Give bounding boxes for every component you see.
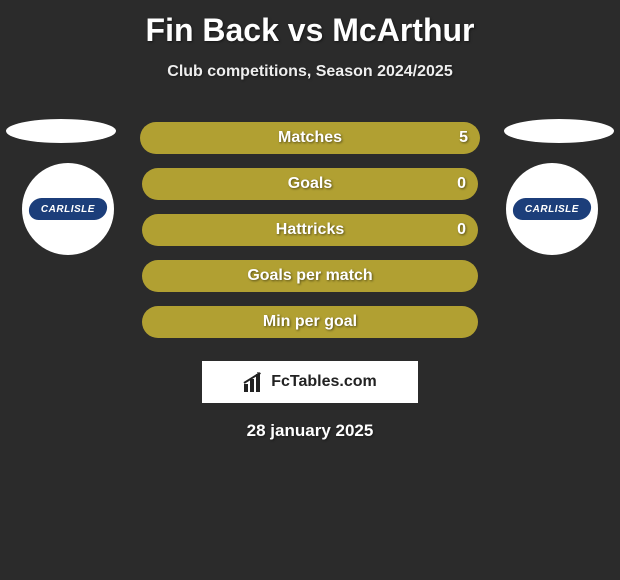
left-side: CARLISLE [0,207,140,253]
club-lozenge-left: CARLISLE [27,198,108,220]
stat-label: Matches [278,129,342,147]
page-title: Fin Back vs McArthur [0,0,620,49]
left-side [0,115,140,161]
page-subtitle: Club competitions, Season 2024/2025 [0,63,620,81]
club-lozenge-right: CARLISLE [511,198,592,220]
brand-text: FcTables.com [271,373,377,391]
stat-row: Matches 5 [0,115,620,161]
stat-bar-hattricks: Hattricks 0 [142,214,478,246]
player-oval-right [504,119,614,143]
stat-row: Min per goal [0,299,620,345]
brand-box: FcTables.com [202,361,418,403]
player-oval-left [6,119,116,143]
brand-bars-icon [243,372,265,392]
stat-label: Goals per match [247,267,372,285]
stat-row: Goals per match [0,253,620,299]
stat-label: Goals [288,175,332,193]
right-side [480,115,620,161]
right-side [480,253,620,299]
stats-chart: Matches 5 Goals 0 CARLISLE [0,115,620,345]
stat-bar-mpg: Min per goal [142,306,478,338]
stat-bar-gpm: Goals per match [142,260,478,292]
stat-value: 0 [457,175,466,193]
date-text: 28 january 2025 [0,421,620,441]
stat-row: CARLISLE Hattricks 0 CARLISLE [0,207,620,253]
club-badge-left: CARLISLE [22,163,114,255]
stat-label: Min per goal [263,313,357,331]
stat-label: Hattricks [276,221,344,239]
stat-value: 0 [457,221,466,239]
club-name-right: CARLISLE [525,204,579,215]
left-side [0,299,140,345]
right-side: CARLISLE [480,207,620,253]
stat-value: 5 [459,129,468,147]
club-name-left: CARLISLE [41,204,95,215]
club-badge-right: CARLISLE [506,163,598,255]
stat-bar-matches: Matches 5 [140,122,480,154]
right-side [480,299,620,345]
left-side [0,253,140,299]
stat-bar-goals: Goals 0 [142,168,478,200]
